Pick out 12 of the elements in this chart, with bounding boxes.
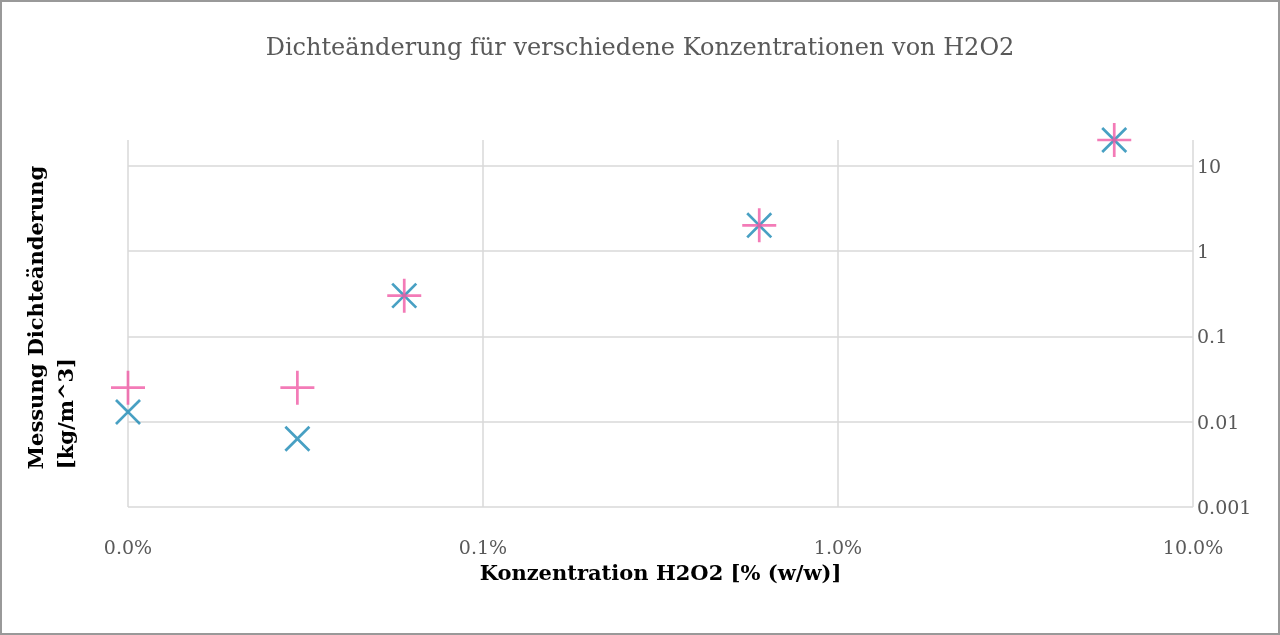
x-tick-label: 10.0% (1162, 535, 1224, 558)
y-tick-label: 0.001 (1197, 496, 1252, 518)
y-tick-label: 0.1 (1197, 325, 1228, 348)
x-axis-title: Konzentration H2O2 [% (w/w)] (479, 560, 842, 585)
x-tick-label: 1.0% (813, 535, 863, 558)
chart-title: Dichteänderung für verschiedene Konzentrationen von H2O2 (265, 33, 1015, 61)
y-tick-label: 0.01 (1197, 410, 1240, 433)
y-axis-title: Messung Dichteänderung [kg/m^3] (22, 165, 78, 470)
y-tick-label: 1 (1197, 240, 1210, 263)
y-tick-label: 10 (1197, 154, 1222, 177)
x-tick-label: 0.0% (103, 535, 153, 558)
x-tick-label: 0.1% (458, 535, 508, 558)
